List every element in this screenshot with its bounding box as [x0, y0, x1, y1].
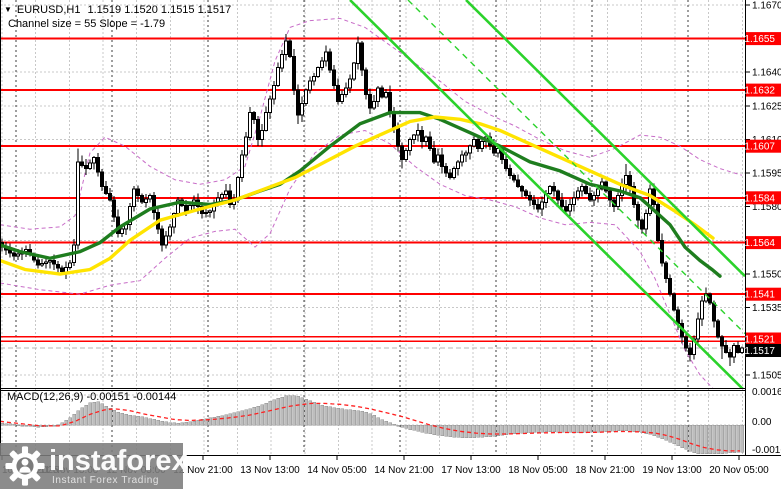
time-tick-label: 20 Nov 05:00 [709, 465, 769, 476]
price-tick-label: 1.1505 [752, 370, 781, 381]
price-level-badge [746, 287, 781, 301]
price-level-badge [746, 32, 781, 46]
time-tick-label: 14 Nov 05:00 [307, 465, 367, 476]
price-level-badge-label: 1.1584 [744, 193, 775, 204]
macd-pane [0, 395, 744, 454]
time-tick-label: 12 Nov 21:00 [173, 465, 233, 476]
gear-icon [5, 446, 45, 486]
price-level-badge [746, 139, 781, 153]
price-tick-label: 1.1670 [752, 0, 781, 11]
price-level-badge-label: 1.1607 [744, 142, 775, 153]
time-tick-label: 14 Nov 21:00 [374, 465, 434, 476]
price-level-badge-label: 1.1541 [744, 290, 775, 301]
symbol-timeframe-label: EURUSD,H1 [16, 4, 81, 16]
current-price-badge [746, 344, 781, 357]
ma-slow-green [0, 110, 722, 278]
current-price-badge-label: 1.1517 [744, 346, 775, 357]
bollinger-lower-band [0, 129, 715, 389]
support-resistance-lines [0, 37, 745, 343]
chart-menu-arrow-icon[interactable]: ▼ [4, 5, 12, 14]
macd-tick-label: 0.00167 [752, 387, 781, 398]
chart-header: ▼ EURUSD,H1 1.1519 1.1520 1.1515 1.1517 Ch… [4, 3, 231, 31]
ohlc-readout: 1.1519 1.1520 1.1515 1.1517 [87, 4, 232, 16]
time-tick-label: 13 Nov 13:00 [240, 465, 300, 476]
price-axis[interactable]: 1.16701.16401.16251.16101.15951.15801.15… [744, 0, 781, 456]
time-tick-label: 18 Nov 21:00 [575, 465, 635, 476]
time-tick-label: 17 Nov 13:00 [441, 465, 501, 476]
price-tick-label: 1.1580 [752, 202, 781, 213]
instaforex-watermark: instaforex Instant Forex Trading [0, 443, 188, 489]
bollinger-upper-band [0, 17, 743, 230]
watermark-text: instaforex Instant Forex Trading [49, 444, 188, 486]
ma-fast-yellow [0, 115, 715, 276]
price-level-badge-label: 1.1655 [744, 34, 775, 45]
macd-signal-line [0, 402, 740, 452]
price-level-badge-label: 1.1521 [744, 335, 775, 346]
price-level-badge [746, 83, 781, 97]
price-level-badge-label: 1.1564 [744, 238, 775, 249]
price-tick-label: 1.1640 [752, 68, 781, 79]
price-tick-label: 1.1550 [752, 270, 781, 281]
macd-tick-label: -0.00167 [752, 445, 781, 456]
macd-tick-label: 0.00 [752, 417, 772, 428]
symbol-ohlc-line: ▼ EURUSD,H1 1.1519 1.1520 1.1515 1.1517 [4, 3, 231, 17]
price-level-badge [746, 236, 781, 250]
candlesticks [0, 34, 744, 366]
price-tick-label: 1.1535 [752, 303, 781, 314]
price-level-badge [746, 191, 781, 205]
day-separators [15, 0, 689, 455]
chart-plot-area[interactable] [0, 0, 745, 388]
macd-indicator-label: MACD(12,26,9) -0.00151 -0.00144 [7, 391, 177, 403]
time-tick-label: 18 Nov 05:00 [508, 465, 568, 476]
channel-indicator-readout: Channel size = 55 Slope = -1.79 [8, 18, 166, 30]
price-level-badge-label: 1.1632 [744, 86, 775, 97]
watermark-tagline: Instant Forex Trading [52, 474, 160, 486]
price-tick-label: 1.1625 [752, 101, 781, 112]
time-tick-label: 19 Nov 13:00 [642, 465, 702, 476]
watermark-brand: instaforex [49, 444, 188, 477]
descending-channel [349, 0, 745, 389]
price-tick-label: 1.1595 [752, 169, 781, 180]
price-level-badge [746, 332, 781, 346]
